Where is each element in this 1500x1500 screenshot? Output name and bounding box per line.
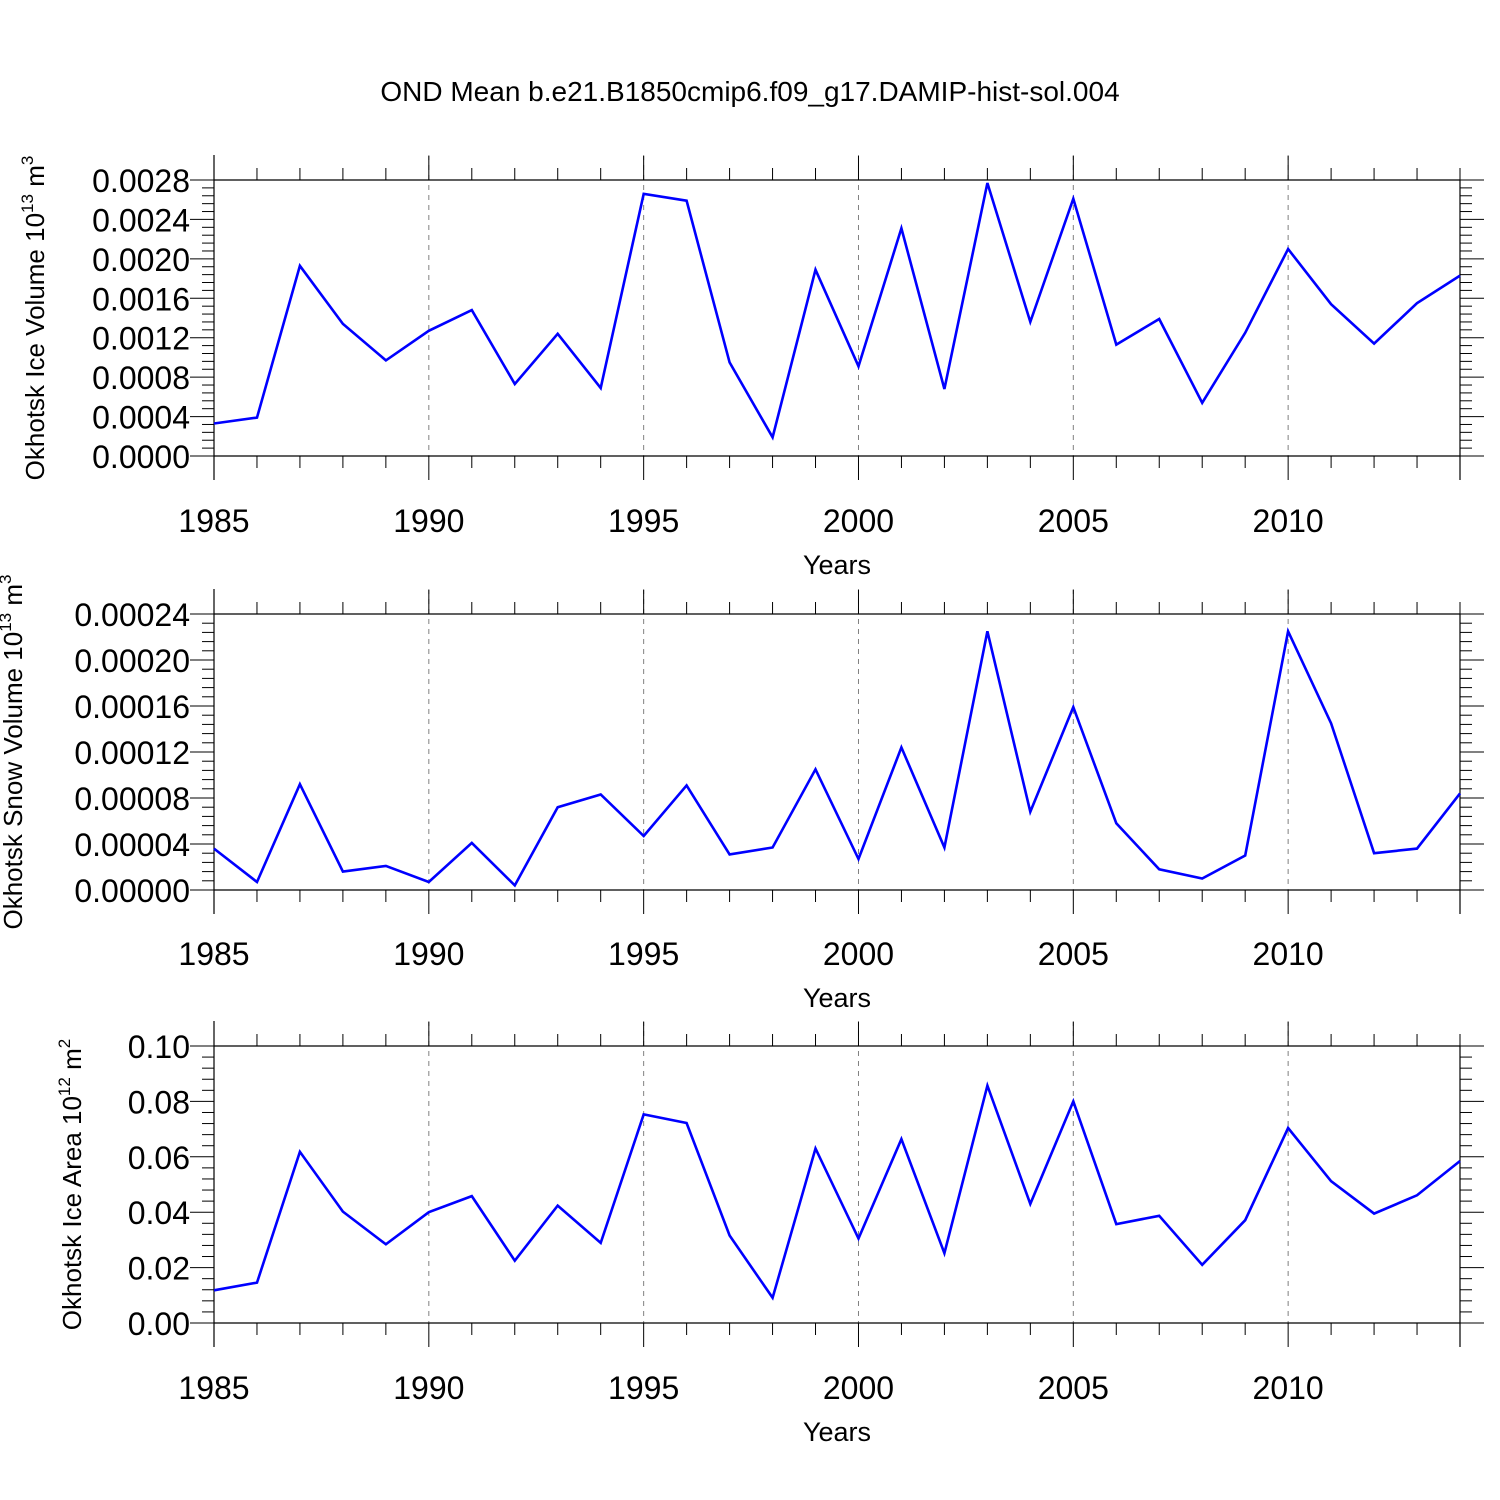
y-tick-label: 0.08 <box>128 1084 190 1120</box>
y-tick-label: 0.00020 <box>74 643 190 679</box>
y-axis-label-superscript: 3 <box>0 575 15 584</box>
x-tick-label: 1985 <box>178 503 249 539</box>
y-tick-label: 0.00012 <box>74 735 190 771</box>
y-tick-label: 0.0016 <box>92 281 190 317</box>
x-tick-label: 2005 <box>1038 503 1109 539</box>
panel-ice-area: 0.00 0.02 0.04 0.06 0.08 0.10 1985 1990 1995 2000… <box>55 1021 1484 1447</box>
y-tick-label: 0.0004 <box>92 400 190 436</box>
x-tick-label: 1990 <box>393 1370 464 1406</box>
y-tick-label: 0.00 <box>128 1306 190 1342</box>
x-tick-label: 2005 <box>1038 936 1109 972</box>
y-axis-label: Okhotsk Ice Volume 1013 m3 <box>18 156 50 481</box>
series-line <box>213 182 1461 441</box>
y-tick-label: 0.00004 <box>74 827 190 863</box>
x-tick-label: 2010 <box>1253 936 1324 972</box>
y-axis-label-text: Okhotsk Snow Volume 10 <box>0 632 28 930</box>
y-tick-label: 0.0008 <box>92 360 190 396</box>
y-tick-label: 0.00008 <box>74 781 190 817</box>
y-axis-label-text: m <box>20 165 50 194</box>
x-tick-label: 1995 <box>608 936 679 972</box>
chart-title: OND Mean b.e21.B1850cmip6.f09_g17.DAMIP-… <box>380 76 1120 107</box>
y-tick-label: 0.0028 <box>92 163 190 199</box>
y-axis-label-text: m <box>0 584 28 613</box>
x-tick-label: 1995 <box>608 1370 679 1406</box>
x-tick-label: 1995 <box>608 503 679 539</box>
series-line <box>213 1081 1461 1301</box>
y-tick-label: 0.0000 <box>92 439 190 475</box>
y-tick-label: 0.0024 <box>92 202 190 238</box>
x-tick-label: 2010 <box>1253 1370 1324 1406</box>
x-tick-label: 2000 <box>823 503 894 539</box>
x-tick-label: 2000 <box>823 936 894 972</box>
x-tick-label: 1985 <box>178 936 249 972</box>
y-tick-label: 0.06 <box>128 1140 190 1176</box>
x-tick-label: 2010 <box>1253 503 1324 539</box>
x-tick-label: 1990 <box>393 503 464 539</box>
y-tick-label: 0.10 <box>128 1029 190 1065</box>
y-tick-label: 0.00016 <box>74 689 190 725</box>
y-axis-label-superscript: 13 <box>0 613 15 632</box>
panel-snow-volume: 0.00000 0.00004 0.00008 0.00012 0.00016 0.000… <box>0 575 1484 1013</box>
y-tick-label: 0.0012 <box>92 321 190 357</box>
x-axis-label: Years <box>803 1417 871 1447</box>
y-tick-label: 0.00000 <box>74 873 190 909</box>
y-axis-label-superscript: 12 <box>55 1077 74 1096</box>
y-tick-label: 0.0020 <box>92 242 190 278</box>
y-axis-label: Okhotsk Ice Area 1012 m2 <box>55 1039 87 1330</box>
y-axis-label-text: m <box>57 1048 87 1077</box>
x-axis-label: Years <box>803 983 871 1013</box>
y-axis-label: Okhotsk Snow Volume 1013 m3 <box>0 575 28 930</box>
y-axis-label-superscript: 3 <box>18 156 37 165</box>
y-axis-label-text: Okhotsk Ice Volume 10 <box>20 213 50 480</box>
y-tick-label: 0.00024 <box>74 597 190 633</box>
y-tick-label: 0.04 <box>128 1195 190 1231</box>
y-axis-label-text: Okhotsk Ice Area 10 <box>57 1096 87 1330</box>
y-tick-label: 0.02 <box>128 1251 190 1287</box>
series-line <box>213 627 1462 888</box>
y-axis-label-superscript: 2 <box>55 1039 74 1048</box>
x-tick-label: 2000 <box>823 1370 894 1406</box>
x-tick-label: 2005 <box>1038 1370 1109 1406</box>
y-axis-label-superscript: 13 <box>18 194 37 213</box>
x-tick-label: 1990 <box>393 936 464 972</box>
x-axis-label: Years <box>803 550 871 580</box>
x-tick-label: 1985 <box>178 1370 249 1406</box>
